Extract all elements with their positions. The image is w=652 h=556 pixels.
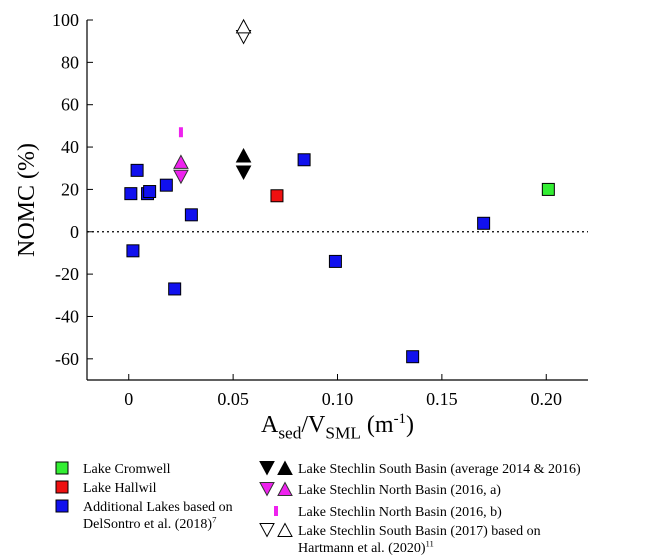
y-tick-label: -60 bbox=[55, 349, 79, 369]
additional-legend-swatch bbox=[55, 499, 69, 513]
additional-marker bbox=[328, 254, 342, 268]
axis-labels: -60 -40 -20 0 20 40 60 80 100 0 0.05 0.10 0.15 0.20 NO… bbox=[14, 10, 562, 443]
north-b-legend-label: Lake Stechlin North Basin (2016, b) bbox=[298, 505, 502, 520]
text-run: (m bbox=[361, 412, 394, 438]
south-2017-legend-label: Hartmann et al. (2020)11 bbox=[298, 539, 434, 556]
north-b-marker bbox=[178, 127, 183, 138]
hallwil-legend-label: Lake Hallwil bbox=[83, 481, 157, 496]
text-run: Lake Cromwell bbox=[83, 462, 171, 477]
y-tick-label: -40 bbox=[55, 306, 79, 326]
y-tick-label: 20 bbox=[61, 179, 79, 199]
y-tick-label: 60 bbox=[61, 95, 79, 115]
north-a-legend-label: Lake Stechlin North Basin (2016, a) bbox=[298, 483, 501, 498]
y-tick-label: 0 bbox=[70, 222, 79, 242]
text-run: SML bbox=[325, 424, 361, 443]
south-avg-legend-swatch-down bbox=[259, 461, 275, 476]
legend: Lake Cromwell Lake Hallwil Additional Lake… bbox=[55, 460, 581, 556]
text-run: DelSontro et al. (2018) bbox=[83, 517, 212, 532]
additional-marker bbox=[143, 185, 157, 199]
y-tick-label: 80 bbox=[61, 52, 79, 72]
y-tick-label: 100 bbox=[52, 10, 79, 30]
additional-marker bbox=[406, 350, 420, 364]
south-avg-marker-up bbox=[235, 147, 252, 163]
y-tick-label: -20 bbox=[55, 264, 79, 284]
additional-marker bbox=[168, 282, 182, 296]
additional-legend-label: Additional Lakes based on bbox=[83, 500, 233, 515]
south-avg-marker-down bbox=[235, 165, 252, 181]
north-a-marker-up bbox=[173, 154, 189, 169]
text-run: /V bbox=[301, 412, 326, 438]
x-tick-label: 0.05 bbox=[217, 389, 249, 409]
north-a-marker-down bbox=[173, 169, 189, 185]
cromwell-marker bbox=[541, 182, 555, 196]
additional-marker bbox=[184, 208, 198, 222]
data-markers bbox=[124, 18, 555, 364]
additional-marker bbox=[130, 163, 144, 177]
x-tick-label: 0.15 bbox=[426, 389, 458, 409]
south-2017-legend-swatch-up bbox=[277, 522, 293, 537]
additional-marker bbox=[477, 216, 491, 230]
cromwell-legend-label: Lake Cromwell bbox=[83, 462, 171, 477]
text-run: 7 bbox=[212, 515, 217, 525]
south-2017-marker-up bbox=[235, 18, 252, 34]
south-avg-legend-label: Lake Stechlin South Basin (average 2014 … bbox=[298, 462, 581, 477]
text-run: ) bbox=[406, 412, 414, 438]
text-run: Additional Lakes based on bbox=[83, 500, 233, 515]
north-a-legend-swatch-up bbox=[277, 481, 293, 496]
additional-marker bbox=[297, 153, 311, 167]
text-run: Lake Stechlin North Basin (2016, a) bbox=[298, 483, 501, 498]
south-2017-legend-swatch-down bbox=[259, 523, 275, 538]
north-a-legend-swatch-down bbox=[259, 482, 275, 497]
hallwil-legend-swatch bbox=[55, 480, 69, 494]
y-tick-label: 40 bbox=[61, 137, 79, 157]
x-tick-label: 0.10 bbox=[322, 389, 354, 409]
plot-area bbox=[86, 19, 588, 381]
text-run: Lake Hallwil bbox=[83, 481, 157, 496]
text-run: sed bbox=[278, 424, 301, 443]
y-axis-label: NOMC (%) bbox=[14, 143, 40, 257]
x-axis-label: Ased/VSML (m-1) bbox=[261, 411, 414, 443]
text-run: Hartmann et al. (2020) bbox=[298, 541, 426, 556]
text-run: Lake Stechlin South Basin (2017) based o… bbox=[298, 524, 541, 539]
text-run: Lake Stechlin South Basin (average 2014 … bbox=[298, 462, 581, 477]
additional-marker bbox=[126, 244, 140, 258]
additional-marker bbox=[159, 178, 173, 192]
x-tick-label: 0.20 bbox=[531, 389, 563, 409]
x-tick-label: 0 bbox=[124, 389, 133, 409]
additional-marker bbox=[124, 187, 138, 201]
text-run: Lake Stechlin North Basin (2016, b) bbox=[298, 505, 502, 520]
additional-legend-label: DelSontro et al. (2018)7 bbox=[83, 515, 217, 532]
north-b-legend-swatch bbox=[274, 506, 278, 516]
text-run: -1 bbox=[394, 411, 406, 427]
text-run: A bbox=[261, 412, 279, 438]
hallwil-marker bbox=[270, 189, 284, 203]
south-2017-legend-label: Lake Stechlin South Basin (2017) based o… bbox=[298, 524, 541, 539]
text-run: 11 bbox=[426, 539, 434, 549]
cromwell-legend-swatch bbox=[55, 461, 69, 475]
south-avg-legend-swatch-up bbox=[277, 460, 293, 475]
